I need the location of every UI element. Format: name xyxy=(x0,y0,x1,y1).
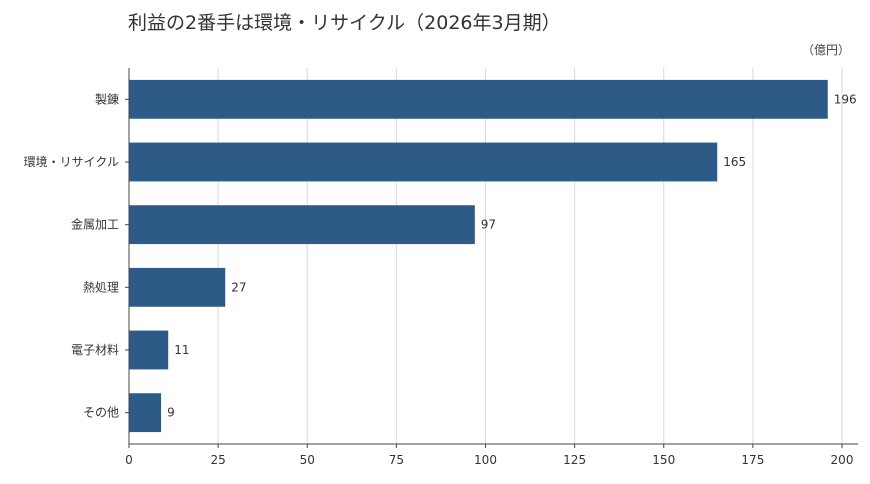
x-tick-label: 50 xyxy=(300,453,315,467)
bar xyxy=(129,142,718,182)
x-tick-label: 75 xyxy=(389,453,404,467)
x-tick-label: 100 xyxy=(474,453,497,467)
value-label: 9 xyxy=(167,406,175,420)
x-tick-label: 25 xyxy=(210,453,225,467)
x-tick-label: 0 xyxy=(125,453,133,467)
value-label: 165 xyxy=(723,155,746,169)
category-label: 環境・リサイクル xyxy=(24,154,119,169)
bar xyxy=(129,330,169,370)
bar xyxy=(129,393,162,433)
bars xyxy=(129,79,828,433)
x-tick-label: 125 xyxy=(563,453,586,467)
x-tick-label: 150 xyxy=(652,453,675,467)
grid-lines xyxy=(217,68,843,444)
bar xyxy=(129,79,828,119)
x-tick-label: 200 xyxy=(831,453,854,467)
value-label: 97 xyxy=(481,218,496,232)
x-tick-label: 175 xyxy=(741,453,764,467)
category-label: 製錬 xyxy=(95,91,119,106)
category-label: その他 xyxy=(83,406,119,420)
value-label: 196 xyxy=(834,92,857,106)
category-label: 電子材料 xyxy=(71,343,119,357)
value-label: 11 xyxy=(174,343,189,357)
axes xyxy=(125,68,858,448)
value-label: 27 xyxy=(231,280,246,294)
labels: 0 25 50 75 100 125 150 175 200 製錬 196 環境・リサイクル 165 金属… xyxy=(24,91,857,467)
category-label: 熱処理 xyxy=(83,280,119,294)
category-label: 金属加工 xyxy=(71,217,119,232)
chart-title: 利益の2番手は環境・リサイクル（2026年3月期） xyxy=(128,12,561,34)
bar xyxy=(129,267,226,307)
bar xyxy=(129,205,475,245)
unit-label: （億円） xyxy=(801,43,850,57)
